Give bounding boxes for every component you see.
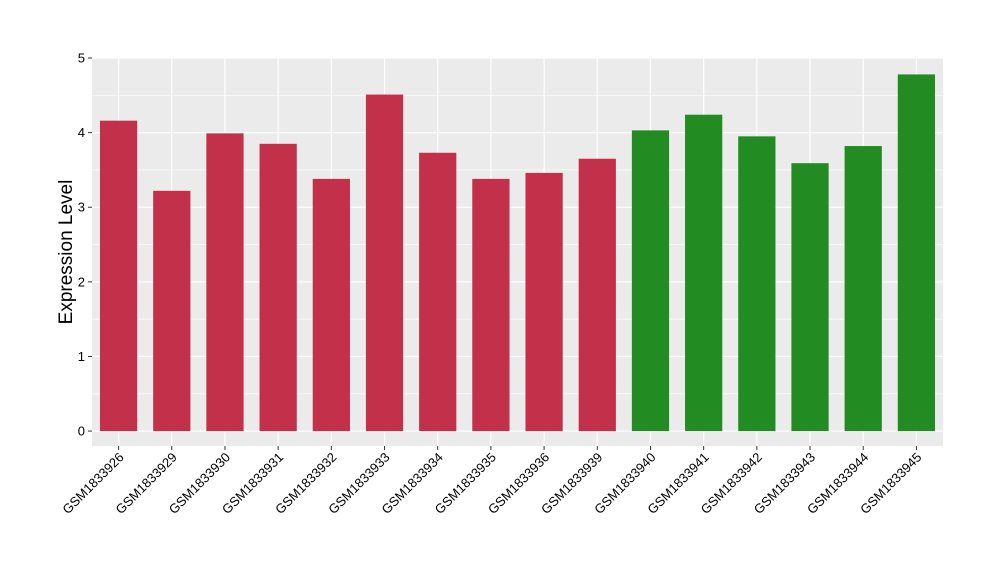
y-tick-label: 0 bbox=[78, 424, 85, 439]
bar-GSM1833945 bbox=[897, 74, 936, 432]
y-tick-label: 4 bbox=[78, 125, 85, 140]
bar-GSM1833930 bbox=[206, 133, 244, 432]
bar-GSM1833926 bbox=[99, 120, 138, 432]
y-tick-label: 2 bbox=[78, 274, 85, 289]
x-axis: GSM1833926GSM1833929GSM1833930GSM1833931… bbox=[59, 446, 925, 517]
bar-GSM1833943 bbox=[791, 163, 829, 432]
bar-GSM1833939 bbox=[578, 158, 616, 432]
y-axis-title: Expression Level bbox=[56, 180, 77, 325]
bar-GSM1833934 bbox=[419, 152, 457, 432]
bar-GSM1833936 bbox=[525, 172, 563, 432]
y-axis: 0 1 2 3 4 5 bbox=[78, 51, 92, 439]
y-tick-label: 1 bbox=[78, 349, 85, 364]
bar-GSM1833932 bbox=[312, 178, 350, 432]
y-tick-label: 3 bbox=[78, 200, 85, 215]
bar-GSM1833931 bbox=[259, 143, 297, 432]
bar-GSM1833935 bbox=[472, 178, 510, 432]
bar-GSM1833940 bbox=[631, 130, 670, 432]
bar-GSM1833944 bbox=[844, 146, 882, 432]
bar-GSM1833941 bbox=[685, 114, 723, 432]
bars bbox=[99, 74, 936, 432]
y-tick-label: 5 bbox=[78, 51, 85, 66]
bar-GSM1833942 bbox=[738, 136, 776, 432]
bar-GSM1833929 bbox=[153, 190, 191, 432]
bar-GSM1833933 bbox=[365, 94, 404, 432]
